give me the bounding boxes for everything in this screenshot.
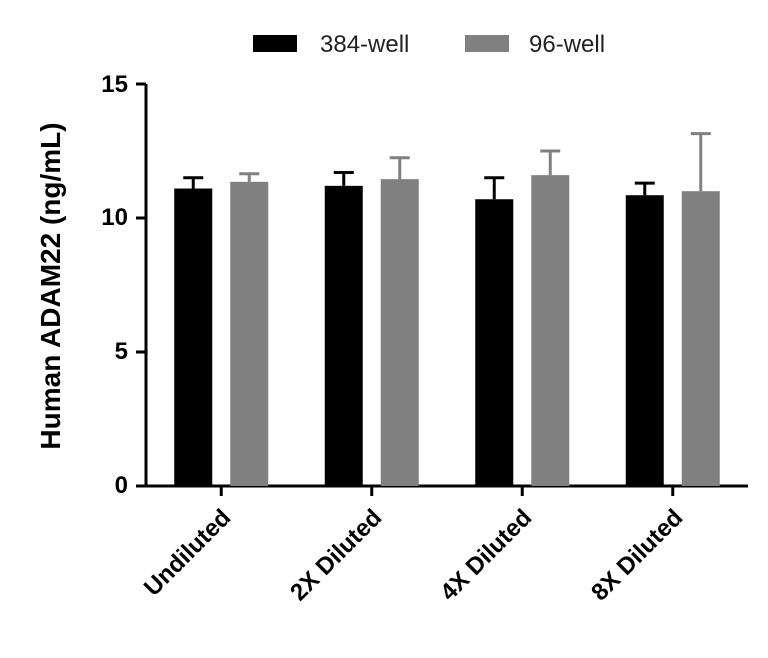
- y-tick-label-5: 5: [115, 338, 128, 365]
- x-category-label-undiluted: Undiluted: [139, 504, 236, 601]
- x-category-label-4x-diluted: 4X Diluted: [435, 504, 537, 606]
- y-tick-label-0: 0: [115, 472, 128, 499]
- legend-label-96-well: 96-well: [529, 31, 605, 58]
- legend-swatch-96-well: [465, 35, 509, 52]
- y-axis-title: Human ADAM22 (ng/mL): [35, 122, 66, 449]
- legend-label-384-well: 384-well: [320, 31, 409, 58]
- y-tick-label-15: 15: [101, 71, 128, 98]
- bar-384-well-2x-diluted: [324, 185, 363, 486]
- bar-384-well-4x-diluted: [475, 199, 514, 487]
- bar-96-well-undiluted: [230, 181, 269, 486]
- bar-96-well-4x-diluted: [531, 175, 570, 486]
- y-tick-label-10: 10: [101, 204, 128, 231]
- x-category-label-2x-diluted: 2X Diluted: [285, 504, 387, 606]
- bar-96-well-2x-diluted: [380, 179, 419, 486]
- bar-384-well-8x-diluted: [625, 195, 664, 486]
- bar-96-well-8x-diluted: [681, 191, 720, 486]
- legend: 384-well 96-well: [253, 31, 605, 58]
- bar-384-well-undiluted: [174, 188, 213, 486]
- x-category-label-8x-diluted: 8X Diluted: [586, 504, 688, 606]
- legend-swatch-384-well: [253, 35, 297, 52]
